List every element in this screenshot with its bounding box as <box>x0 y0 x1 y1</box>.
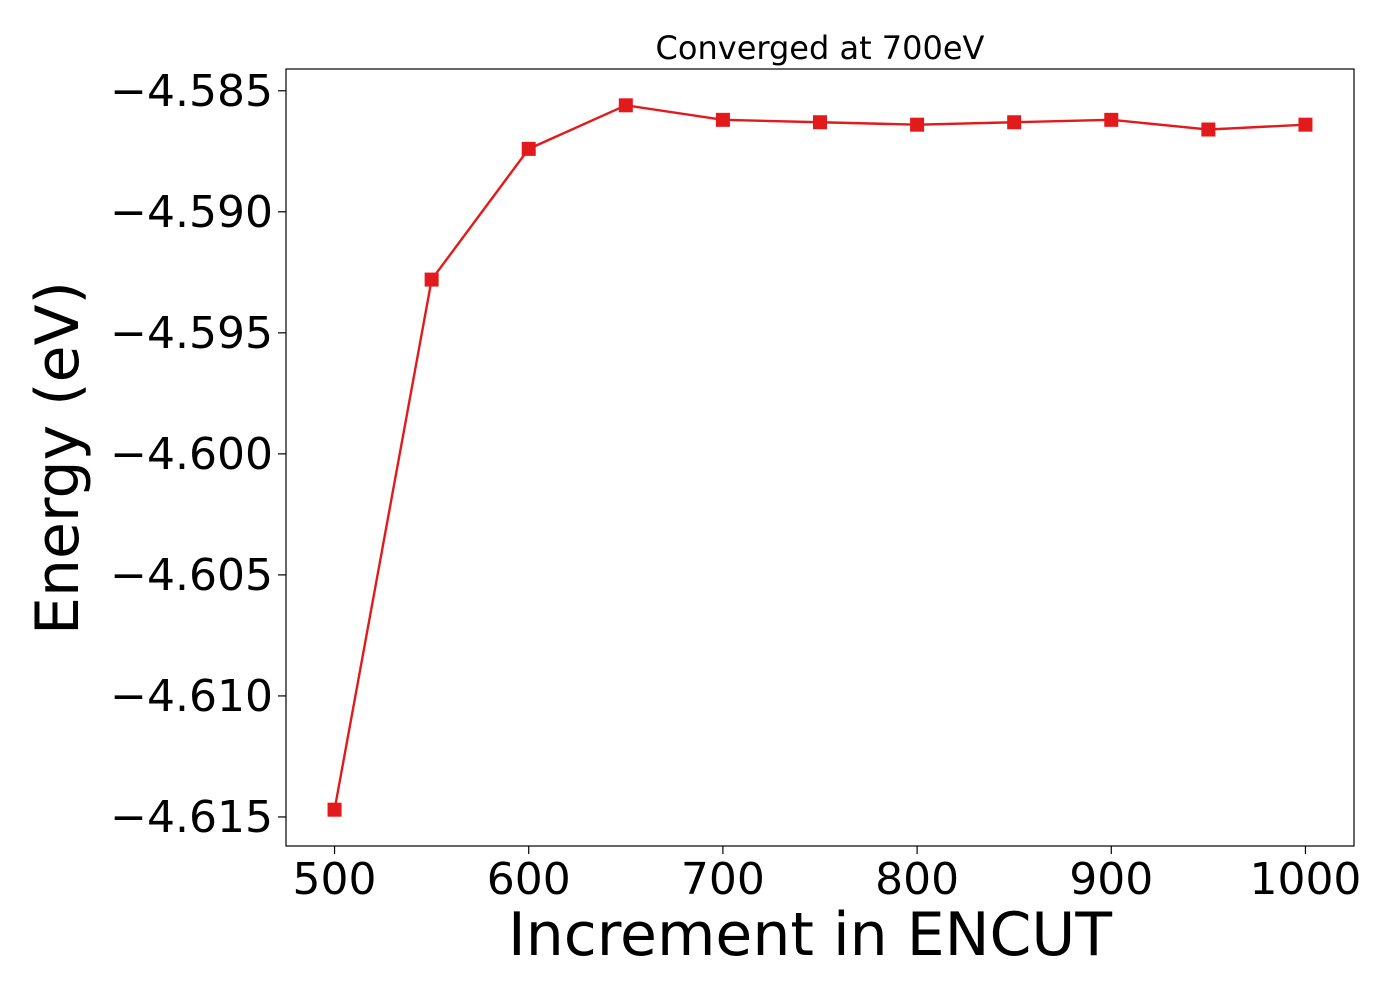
data-point-marker <box>1104 112 1119 127</box>
data-point-marker <box>618 98 633 113</box>
y-tick-label: −4.600 <box>110 429 273 480</box>
data-point-marker <box>910 117 925 132</box>
x-tick-label: 800 <box>875 854 959 905</box>
data-point-marker <box>1201 122 1216 137</box>
data-point-marker <box>521 141 536 156</box>
chart-title: Converged at 700eV <box>656 29 985 67</box>
x-tick-label: 900 <box>1069 854 1153 905</box>
data-point-marker <box>327 802 342 817</box>
data-point-marker <box>715 112 730 127</box>
plot-area-frame <box>285 68 1355 847</box>
x-tick-label: 600 <box>487 854 571 905</box>
x-axis-ticks: 500 600 700 800 900 1000 <box>293 846 1361 905</box>
data-point-marker <box>813 115 827 130</box>
y-tick-label: −4.610 <box>110 671 273 722</box>
y-axis-ticks: −4.585 −4.590 −4.595 −4.600 −4.605 −4.610 −4.6… <box>110 66 286 843</box>
x-tick-label: 700 <box>681 854 765 905</box>
data-point-marker <box>1298 117 1313 132</box>
data-point-marker <box>424 272 439 287</box>
y-tick-label: −4.590 <box>110 187 273 238</box>
y-axis-label: Energy (eV) <box>23 281 93 635</box>
y-tick-label: −4.595 <box>110 308 273 359</box>
y-tick-label: −4.585 <box>110 66 273 117</box>
x-tick-label: 1000 <box>1249 854 1361 905</box>
data-point-marker <box>1007 115 1022 130</box>
series-layer <box>327 98 1313 817</box>
x-axis-label: Increment in ENCUT <box>508 900 1112 970</box>
x-tick-label: 500 <box>293 854 377 905</box>
y-tick-label: −4.605 <box>110 550 273 601</box>
y-tick-label: −4.615 <box>110 792 273 843</box>
